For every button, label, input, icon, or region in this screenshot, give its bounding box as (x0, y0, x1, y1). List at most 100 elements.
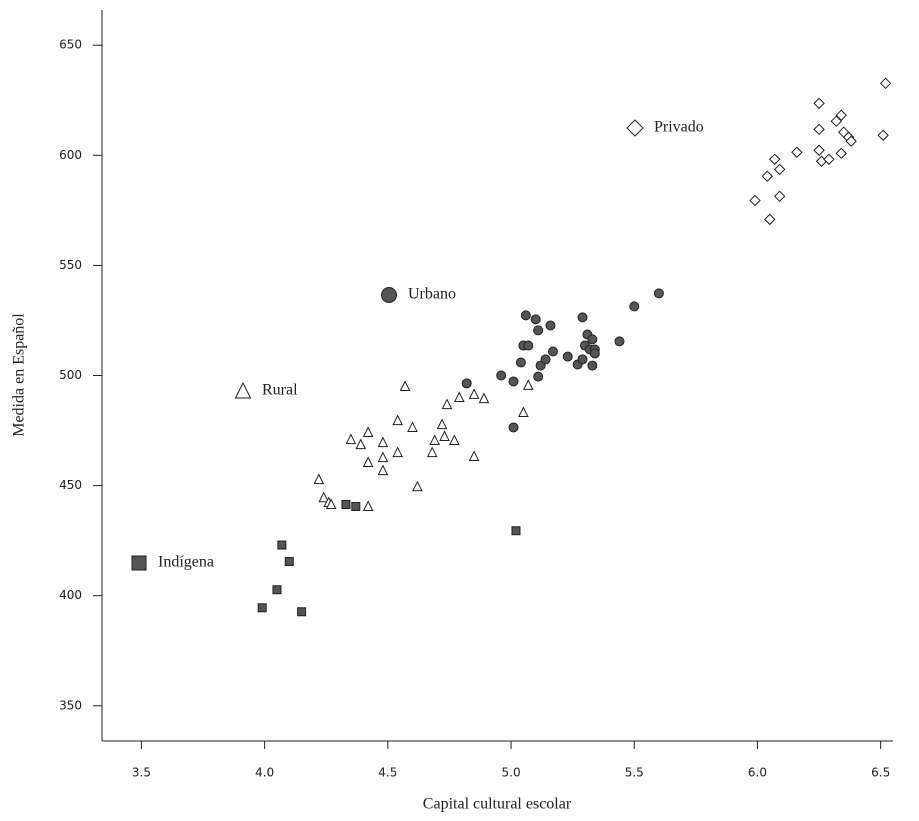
point (496, 370, 507, 381)
y-tick-label: 600 (59, 148, 82, 162)
point (377, 451, 389, 463)
point (426, 446, 438, 458)
point (547, 346, 558, 357)
point (749, 194, 761, 207)
point (362, 500, 374, 512)
point (791, 146, 803, 158)
legend-label: Urbano (408, 286, 456, 303)
point (508, 376, 519, 387)
point (764, 213, 776, 226)
point (823, 153, 835, 165)
point (257, 603, 267, 613)
point (377, 464, 389, 476)
legend-label: Privado (654, 119, 704, 136)
point (407, 421, 418, 432)
point (362, 456, 374, 467)
point (377, 436, 389, 448)
point (449, 434, 460, 445)
x-tick-label: 6.5 (871, 766, 890, 780)
y-tick-label: 550 (59, 258, 82, 272)
point (478, 392, 490, 404)
point (562, 351, 573, 362)
point (412, 480, 423, 492)
point (879, 77, 892, 90)
point (653, 288, 664, 299)
point (453, 391, 465, 403)
point (587, 334, 598, 345)
point (773, 190, 786, 202)
point (830, 115, 843, 127)
legend-marker (626, 119, 644, 137)
point (313, 473, 325, 485)
point (439, 430, 450, 441)
point (813, 144, 825, 156)
point (520, 310, 531, 321)
point (629, 301, 640, 312)
point (614, 336, 625, 347)
point (587, 360, 598, 371)
y-tick-label: 650 (59, 38, 82, 52)
point (508, 422, 519, 433)
point (284, 557, 294, 567)
x-tick-label: 3.5 (132, 766, 151, 780)
point (341, 500, 351, 510)
y-axis-label: Medida en Español (11, 313, 28, 437)
y-tick-label: 350 (59, 698, 82, 712)
point (530, 314, 541, 325)
point (515, 357, 526, 368)
point (468, 450, 480, 462)
legend-label: Indígena (158, 554, 214, 571)
x-tick-label: 4.5 (378, 766, 397, 780)
point (540, 354, 551, 365)
point (845, 135, 857, 147)
y-tick-label: 400 (59, 588, 82, 602)
point (813, 97, 825, 110)
point (318, 491, 330, 503)
x-tick-label: 4.0 (255, 766, 274, 780)
x-tick-label: 6.0 (748, 766, 767, 780)
point (297, 607, 307, 617)
x-tick-label: 5.5 (625, 766, 644, 780)
point (589, 348, 600, 359)
point (355, 438, 367, 450)
point (761, 170, 774, 182)
point (272, 585, 282, 595)
point (523, 340, 534, 351)
point (429, 434, 440, 445)
point (436, 418, 448, 430)
legend-marker (131, 555, 147, 571)
y-tick-label: 500 (59, 368, 82, 382)
point (325, 498, 337, 510)
point (392, 414, 404, 426)
point (522, 379, 534, 390)
legend-marker (381, 287, 397, 303)
point (345, 433, 357, 445)
point (441, 398, 453, 410)
point (877, 129, 889, 141)
point (769, 153, 781, 165)
y-tick-label: 450 (59, 478, 82, 492)
point (518, 406, 529, 417)
point (533, 325, 544, 336)
legend-label: Rural (262, 382, 298, 399)
point (813, 123, 825, 136)
point (461, 378, 472, 389)
point (511, 526, 521, 536)
legend-marker (234, 381, 252, 399)
point (577, 354, 588, 365)
point (392, 446, 404, 458)
point (577, 312, 588, 323)
point (399, 380, 411, 392)
point (533, 371, 544, 382)
point (545, 320, 556, 331)
point (835, 147, 847, 160)
point (835, 109, 847, 121)
x-axis-label: Capital cultural escolar (423, 796, 572, 813)
point (468, 388, 480, 399)
point (773, 163, 786, 176)
point (362, 426, 374, 438)
x-tick-label: 5.0 (502, 766, 521, 780)
point (351, 502, 361, 512)
point (277, 540, 287, 550)
